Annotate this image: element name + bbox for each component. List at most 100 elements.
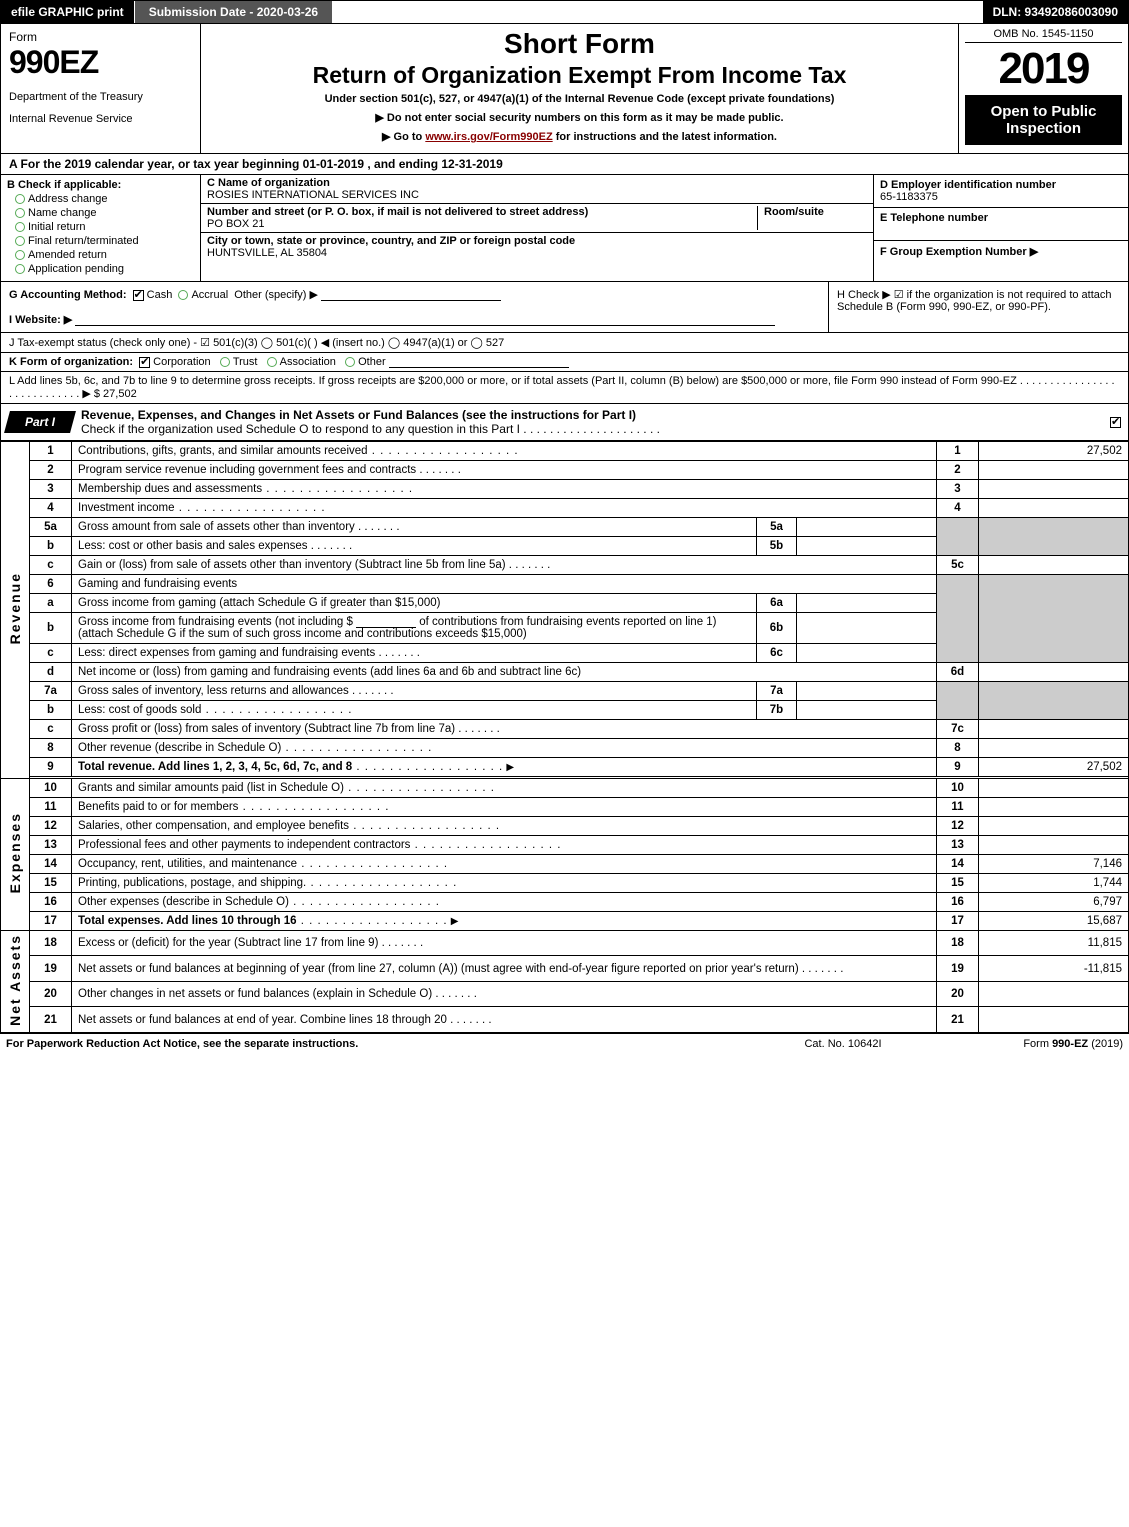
line-num: 6 xyxy=(30,575,72,594)
line-text: Gross profit or (loss) from sales of inv… xyxy=(72,720,937,739)
chk-name-change[interactable]: Name change xyxy=(15,207,194,219)
table-row: Revenue 1 Contributions, gifts, grants, … xyxy=(1,442,1129,461)
contrib-amount-input[interactable] xyxy=(356,616,416,628)
line-amount: 6,797 xyxy=(979,893,1129,912)
line-text: Other revenue (describe in Schedule O) xyxy=(72,739,937,758)
line-amount xyxy=(979,981,1129,1006)
instructions-link-line: ▶ Go to www.irs.gov/Form990EZ for instru… xyxy=(209,130,950,143)
line-ref: 6d xyxy=(937,663,979,682)
line-amount xyxy=(979,798,1129,817)
line-text: Gross income from gaming (attach Schedul… xyxy=(72,594,757,613)
efile-print-button[interactable]: efile GRAPHIC print xyxy=(1,1,135,23)
mid-ref: 7a xyxy=(757,682,797,701)
chk-association[interactable] xyxy=(267,357,277,367)
line-num: 4 xyxy=(30,499,72,518)
dept-treasury: Department of the Treasury xyxy=(9,91,192,103)
line-ref: 16 xyxy=(937,893,979,912)
box-b-hdr: B Check if applicable: xyxy=(7,179,194,191)
chk-amended-return[interactable]: Amended return xyxy=(15,249,194,261)
line-num: 2 xyxy=(30,461,72,480)
group-exemption-label: F Group Exemption Number ▶ xyxy=(880,245,1122,258)
subtitle: Under section 501(c), 527, or 4947(a)(1)… xyxy=(209,93,950,105)
line-text: Grants and similar amounts paid (list in… xyxy=(72,779,937,798)
dept-irs: Internal Revenue Service xyxy=(9,113,192,125)
table-row: 15 Printing, publications, postage, and … xyxy=(1,874,1129,893)
mid-value xyxy=(797,644,937,663)
city-label: City or town, state or province, country… xyxy=(207,235,575,247)
chk-accrual[interactable] xyxy=(178,290,188,300)
table-row: 8 Other revenue (describe in Schedule O)… xyxy=(1,739,1129,758)
line-num: 14 xyxy=(30,855,72,874)
chk-cash[interactable] xyxy=(133,290,144,301)
line-num: 17 xyxy=(30,912,72,931)
row-k-label: K Form of organization: xyxy=(9,356,133,368)
table-row: 9 Total revenue. Add lines 1, 2, 3, 4, 5… xyxy=(1,758,1129,777)
line-amount xyxy=(979,663,1129,682)
line-ref: 1 xyxy=(937,442,979,461)
chk-initial-return[interactable]: Initial return xyxy=(15,221,194,233)
line-num: 7a xyxy=(30,682,72,701)
line-ref: 10 xyxy=(937,779,979,798)
mid-value xyxy=(797,701,937,720)
table-row: 19 Net assets or fund balances at beginn… xyxy=(1,956,1129,981)
mid-value xyxy=(797,613,937,644)
line-num: c xyxy=(30,644,72,663)
line-num: b xyxy=(30,613,72,644)
chk-final-return[interactable]: Final return/terminated xyxy=(15,235,194,247)
line-ref: 13 xyxy=(937,836,979,855)
chk-initial-return-label: Initial return xyxy=(28,221,85,233)
chk-corporation[interactable] xyxy=(139,357,150,368)
line-num: 21 xyxy=(30,1007,72,1033)
line-text: Other changes in net assets or fund bala… xyxy=(72,981,937,1006)
line-text: Program service revenue including govern… xyxy=(72,461,937,480)
street-value: PO BOX 21 xyxy=(207,218,757,230)
omb-number: OMB No. 1545-1150 xyxy=(965,28,1122,43)
other-specify-input[interactable] xyxy=(321,289,501,301)
line-num: 1 xyxy=(30,442,72,461)
header-left: Form 990EZ Department of the Treasury In… xyxy=(1,24,201,153)
chk-application-pending-label: Application pending xyxy=(28,263,124,275)
line-num: a xyxy=(30,594,72,613)
part1-checkbox[interactable] xyxy=(1106,415,1128,429)
line-text: Salaries, other compensation, and employ… xyxy=(72,817,937,836)
mid-ref: 5b xyxy=(757,537,797,556)
table-row: c Gain or (loss) from sale of assets oth… xyxy=(1,556,1129,575)
line-ref: 3 xyxy=(937,480,979,499)
chk-trust[interactable] xyxy=(220,357,230,367)
line-amount xyxy=(979,461,1129,480)
line-ref: 12 xyxy=(937,817,979,836)
line-text: Other expenses (describe in Schedule O) xyxy=(72,893,937,912)
arrow2-pre: ▶ Go to xyxy=(382,131,425,143)
table-row: d Net income or (loss) from gaming and f… xyxy=(1,663,1129,682)
line-num: 11 xyxy=(30,798,72,817)
chk-address-change[interactable]: Address change xyxy=(15,193,194,205)
line-num: 13 xyxy=(30,836,72,855)
part1-table: Revenue 1 Contributions, gifts, grants, … xyxy=(0,441,1129,1033)
line-text: Less: cost of goods sold xyxy=(72,701,757,720)
chk-trust-label: Trust xyxy=(233,356,258,368)
line-amount xyxy=(979,836,1129,855)
row-gh: G Accounting Method: Cash Accrual Other … xyxy=(0,282,1129,333)
part1-sub: Check if the organization used Schedule … xyxy=(81,422,660,436)
table-row: 2 Program service revenue including gove… xyxy=(1,461,1129,480)
chk-application-pending[interactable]: Application pending xyxy=(15,263,194,275)
line-text: Net assets or fund balances at end of ye… xyxy=(72,1007,937,1033)
line-ref: 4 xyxy=(937,499,979,518)
line-text: Total revenue. Add lines 1, 2, 3, 4, 5c,… xyxy=(72,758,937,777)
chk-name-change-label: Name change xyxy=(28,207,97,219)
ein-value: 65-1183375 xyxy=(880,191,1122,203)
line-ref: 11 xyxy=(937,798,979,817)
table-row: 11 Benefits paid to or for members 11 xyxy=(1,798,1129,817)
mid-value xyxy=(797,594,937,613)
mid-value xyxy=(797,537,937,556)
other-org-input[interactable] xyxy=(389,356,569,368)
instructions-link[interactable]: www.irs.gov/Form990EZ xyxy=(425,131,552,143)
org-name-value: ROSIES INTERNATIONAL SERVICES INC xyxy=(207,189,867,201)
chk-other-org[interactable] xyxy=(345,357,355,367)
website-input[interactable] xyxy=(75,314,775,326)
line-ref: 18 xyxy=(937,931,979,956)
mid-ref: 5a xyxy=(757,518,797,537)
table-row: 3 Membership dues and assessments 3 xyxy=(1,480,1129,499)
topbar: efile GRAPHIC print Submission Date - 20… xyxy=(0,0,1129,24)
line-text: Investment income xyxy=(72,499,937,518)
